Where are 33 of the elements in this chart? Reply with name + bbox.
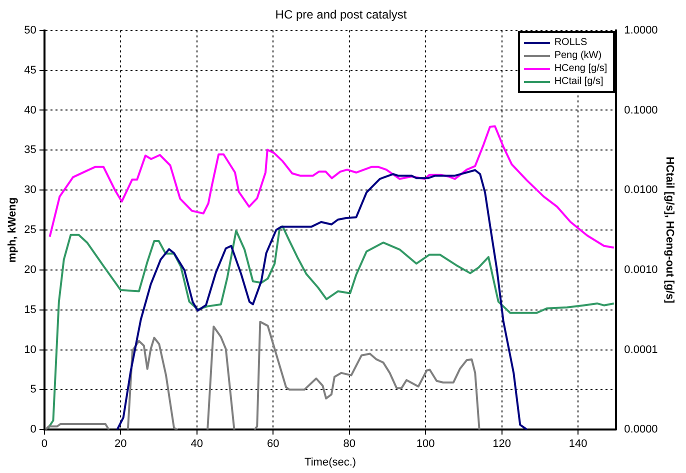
y2-tick-label: 1.0000 (624, 24, 658, 36)
y2-tick-label: 0.1000 (624, 104, 658, 116)
y2-tick-label: 0.0010 (624, 264, 658, 276)
y-tick-label: 15 (24, 304, 36, 316)
chart-title: HC pre and post catalyst (275, 8, 408, 22)
x-tick-label: 100 (416, 438, 435, 450)
y-tick-label: 10 (24, 344, 36, 356)
y2-tick-label: 0.0000 (624, 424, 658, 436)
y-tick-label: 45 (24, 64, 36, 76)
y2-tick-label: 0.0100 (624, 184, 658, 196)
y-tick-label: 40 (24, 104, 36, 116)
y-tick-label: 50 (24, 24, 36, 36)
x-tick-label: 140 (568, 438, 588, 450)
y-tick-label: 30 (24, 184, 36, 196)
y-axis-title: mph, kWeng (6, 197, 19, 263)
y-tick-label: 20 (24, 264, 36, 276)
y-tick-label: 0 (30, 424, 36, 436)
legend-label: Peng (kW) (554, 50, 602, 62)
legend-label: HCtail [g/s] (554, 76, 604, 88)
y-tick-label: 25 (24, 224, 36, 236)
x-tick-label: 120 (492, 438, 511, 450)
x-axis-title: Time(sec.) (304, 456, 356, 468)
y-tick-label: 35 (24, 144, 36, 156)
x-tick-label: 20 (114, 438, 127, 450)
legend-label: ROLLS (554, 37, 588, 48)
x-tick-label: 0 (41, 438, 48, 450)
legend-label: HCeng [g/s] (554, 63, 608, 74)
y2-tick-label: 0.0001 (624, 344, 658, 356)
y2-axis-title: HCtail [g/s], HCeng-out [g/s] (663, 156, 676, 304)
x-tick-label: 60 (267, 438, 280, 450)
x-tick-label: 80 (343, 438, 356, 450)
x-tick-label: 40 (190, 438, 204, 450)
y-tick-label: 5 (30, 384, 36, 396)
